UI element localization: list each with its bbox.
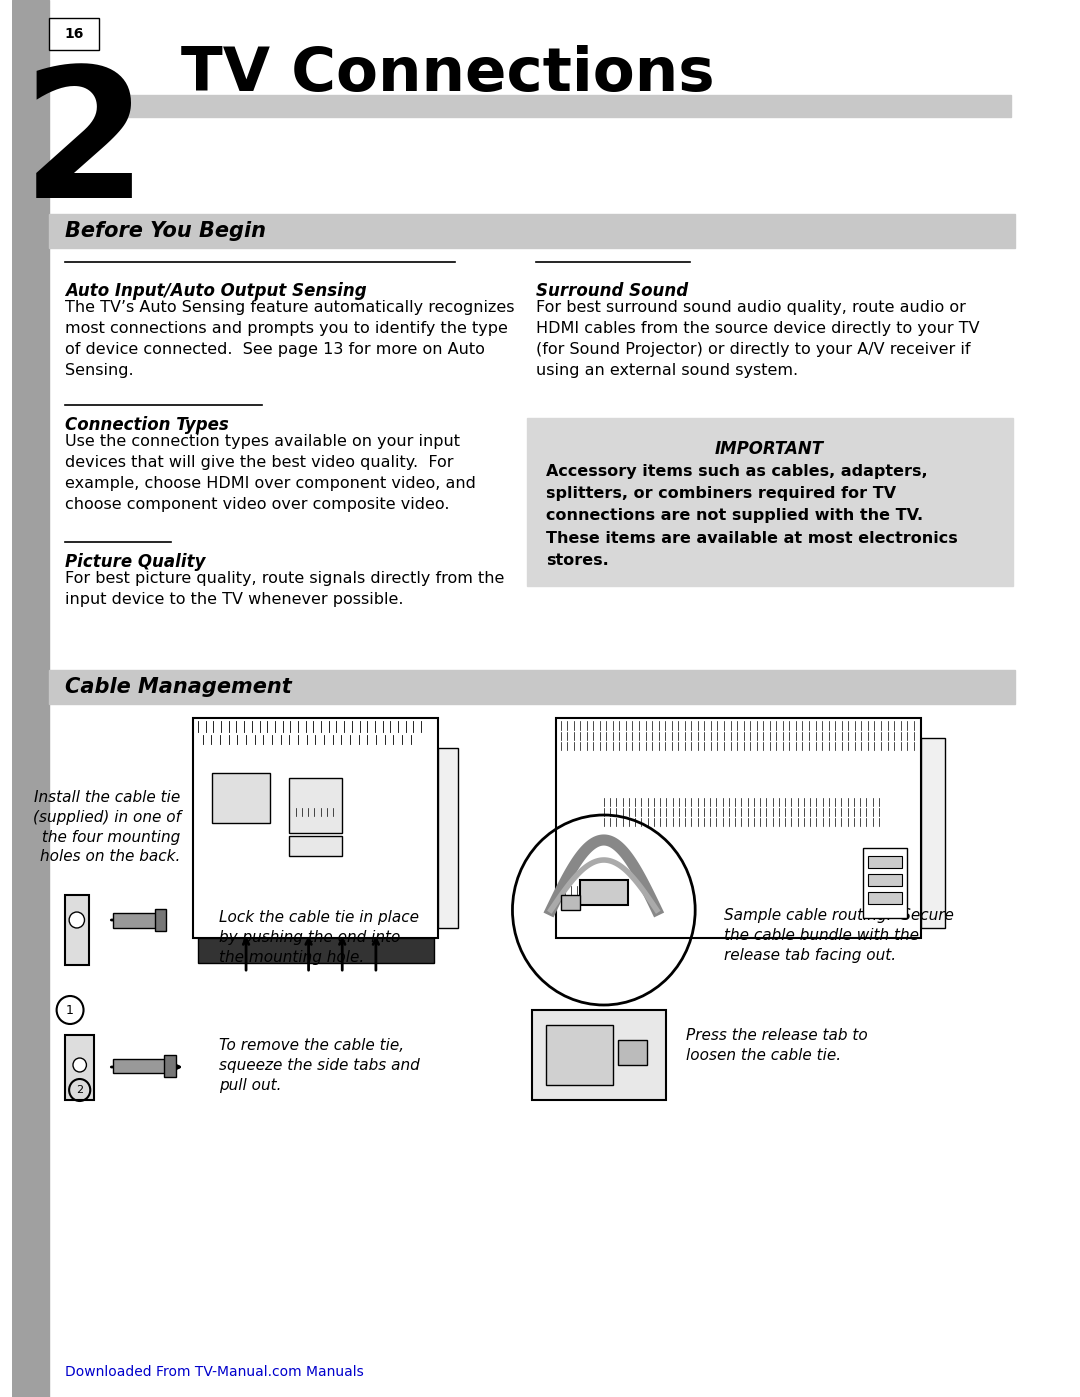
Bar [556, 718, 921, 937]
Bar [113, 914, 157, 928]
Text: Press the release tab to
loosen the cable tie.: Press the release tab to loosen the cabl… [686, 1028, 867, 1063]
Bar [580, 880, 627, 905]
Bar [198, 937, 433, 963]
Text: Accessory items such as cables, adapters,
splitters, or combiners required for T: Accessory items such as cables, adapters… [546, 464, 958, 567]
Bar [289, 778, 342, 833]
Text: The TV’s Auto Sensing feature automatically recognizes
most connections and prom: The TV’s Auto Sensing feature automatica… [65, 300, 515, 379]
Text: Lock the cable tie in place
by pushing the end into
the mounting hole.: Lock the cable tie in place by pushing t… [219, 909, 419, 964]
Text: 2: 2 [76, 1085, 83, 1095]
Bar [289, 835, 342, 856]
Text: Use the connection types available on your input
devices that will give the best: Use the connection types available on yo… [65, 434, 476, 511]
Bar [126, 95, 1011, 117]
Text: TV Connections: TV Connections [180, 46, 714, 105]
Bar [113, 1059, 166, 1073]
Bar [618, 1039, 647, 1065]
Text: 16: 16 [64, 27, 83, 41]
Bar [868, 893, 902, 904]
Text: For best picture quality, route signals directly from the
input device to the TV: For best picture quality, route signals … [65, 571, 504, 608]
Bar [154, 909, 166, 930]
Bar [49, 671, 1015, 704]
Bar [868, 875, 902, 886]
Text: Picture Quality: Picture Quality [65, 553, 206, 571]
Bar [164, 1055, 176, 1077]
Text: 2: 2 [22, 60, 147, 236]
Bar [49, 18, 99, 50]
Bar [213, 773, 270, 823]
Text: Surround Sound: Surround Sound [537, 282, 689, 300]
Text: IMPORTANT: IMPORTANT [715, 440, 824, 458]
Text: Connection Types: Connection Types [65, 416, 229, 434]
Bar [65, 1035, 94, 1099]
Bar [193, 718, 438, 937]
Text: Downloaded From TV-Manual.com Manuals: Downloaded From TV-Manual.com Manuals [65, 1365, 364, 1379]
Text: Before You Begin: Before You Begin [65, 221, 267, 242]
Text: Auto Input/Auto Output Sensing: Auto Input/Auto Output Sensing [65, 282, 367, 300]
Bar [864, 848, 907, 918]
Bar [49, 214, 1015, 249]
Text: Cable Management: Cable Management [65, 678, 292, 697]
Bar [12, 0, 49, 1397]
Bar [438, 747, 458, 928]
Text: To remove the cable tie,
squeeze the side tabs and
pull out.: To remove the cable tie, squeeze the sid… [219, 1038, 420, 1092]
Bar [921, 738, 945, 928]
Bar [868, 856, 902, 868]
Text: Sample cable routing.  Secure
the cable bundle with the
release tab facing out.: Sample cable routing. Secure the cable b… [724, 908, 954, 963]
Text: 1: 1 [66, 1003, 75, 1017]
Bar [65, 895, 90, 965]
Bar [531, 1010, 666, 1099]
Text: Install the cable tie
(supplied) in one of
 the four mounting
holes on the back.: Install the cable tie (supplied) in one … [32, 789, 180, 865]
Circle shape [73, 1058, 86, 1071]
Text: For best surround sound audio quality, route audio or
HDMI cables from the sourc: For best surround sound audio quality, r… [537, 300, 981, 379]
Bar [561, 895, 580, 909]
Circle shape [69, 912, 84, 928]
Bar [546, 1025, 613, 1085]
Bar [527, 418, 1013, 585]
